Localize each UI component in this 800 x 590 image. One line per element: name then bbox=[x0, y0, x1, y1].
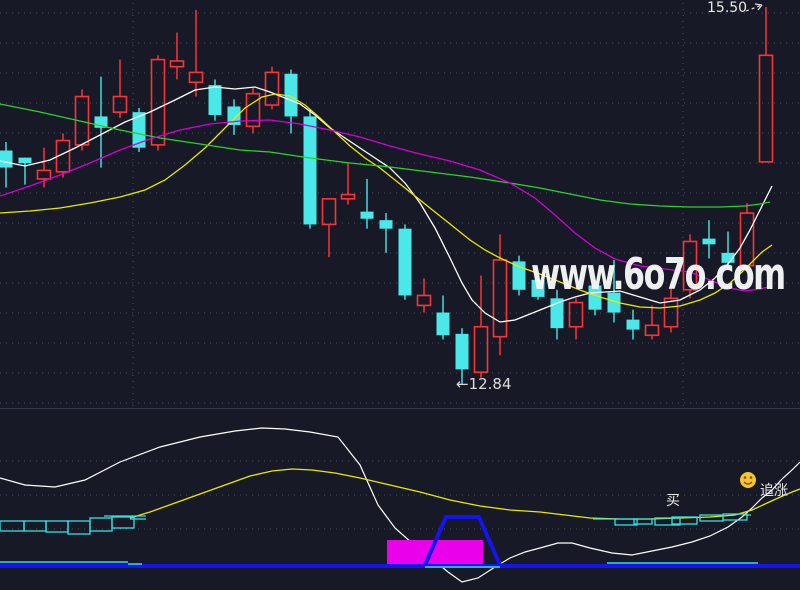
candle bbox=[473, 275, 489, 378]
cyan-ladder-box bbox=[111, 516, 135, 529]
candle bbox=[436, 295, 450, 340]
candle bbox=[188, 9, 204, 97]
cyan-ladder-box bbox=[614, 518, 638, 526]
ma-magenta-line bbox=[0, 119, 773, 292]
sub-yellow-line bbox=[129, 468, 800, 520]
high-arrow-head bbox=[757, 4, 763, 11]
ma-green-line bbox=[0, 103, 771, 208]
candle bbox=[568, 298, 584, 340]
cyan-ladder-box bbox=[45, 520, 69, 533]
candle bbox=[0, 142, 13, 188]
candle bbox=[531, 271, 545, 300]
candle bbox=[379, 213, 393, 253]
candle bbox=[112, 59, 128, 118]
candle bbox=[208, 79, 222, 121]
candle bbox=[550, 289, 564, 340]
cyan-ladder-box bbox=[633, 518, 653, 525]
candle bbox=[455, 328, 469, 385]
smiley-icon bbox=[740, 472, 756, 488]
high-arrow-shaft bbox=[745, 4, 763, 12]
buy-signal-label: 买 bbox=[666, 493, 680, 509]
candle bbox=[169, 32, 185, 80]
annotations-layer bbox=[745, 3, 763, 12]
candle bbox=[150, 55, 166, 151]
blue-trapezoid-signal bbox=[423, 515, 502, 566]
candle bbox=[416, 278, 432, 313]
candle bbox=[94, 76, 108, 168]
candle bbox=[227, 99, 241, 135]
candle bbox=[18, 157, 32, 185]
sub-panel-layer bbox=[0, 427, 800, 583]
grid-layer bbox=[0, 3, 800, 530]
candle bbox=[682, 234, 698, 299]
ma-white-line bbox=[0, 86, 773, 323]
candle bbox=[245, 88, 261, 134]
candle bbox=[702, 220, 716, 259]
watermark-text: www.6o7o.com bbox=[531, 249, 786, 300]
candles-layer bbox=[0, 7, 774, 385]
blue-baseline bbox=[0, 564, 800, 568]
candle bbox=[588, 279, 602, 316]
cyan-ladder-box bbox=[722, 513, 748, 521]
candle bbox=[132, 107, 146, 152]
candle bbox=[303, 109, 317, 229]
candle bbox=[758, 7, 774, 163]
candle bbox=[644, 305, 660, 340]
candle bbox=[663, 282, 679, 333]
candle bbox=[264, 66, 280, 110]
candle bbox=[360, 178, 374, 229]
candle bbox=[321, 198, 337, 258]
candle bbox=[512, 255, 526, 296]
cyan-ladder-box bbox=[671, 516, 698, 525]
candle bbox=[492, 234, 508, 356]
ma-lines-layer bbox=[0, 86, 773, 323]
candle bbox=[398, 224, 412, 300]
cyan-ladder-box bbox=[654, 517, 681, 526]
chase-signal-label: 追涨 bbox=[760, 483, 788, 499]
high-arrow-head bbox=[754, 3, 763, 6]
ma-yellow-line bbox=[0, 93, 773, 309]
price-low-label: ←12.84 bbox=[456, 375, 512, 393]
cyan-ladder-box bbox=[67, 520, 91, 535]
candle bbox=[340, 163, 356, 205]
candle bbox=[626, 309, 640, 340]
price-high-label: 15.50 bbox=[707, 0, 748, 16]
